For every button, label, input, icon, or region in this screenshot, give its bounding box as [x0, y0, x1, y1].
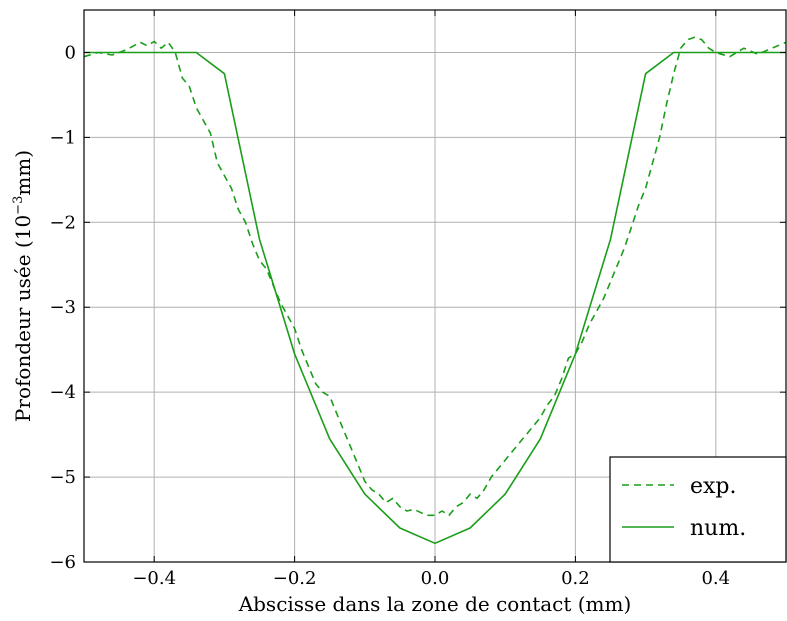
series-line-num — [84, 51, 786, 545]
legend-box — [609, 456, 787, 563]
y-tick-label: −2 — [49, 212, 76, 233]
y-tick-label: −1 — [49, 127, 76, 148]
legend-label-num: num. — [690, 516, 746, 541]
y-tick-label: 0 — [65, 42, 76, 63]
y-axis-label-exponent: −3 — [11, 196, 26, 215]
x-tick-label: 0.2 — [561, 568, 590, 589]
legend: exp. num. — [609, 456, 787, 563]
x-tick-label: −0.2 — [273, 568, 317, 589]
legend-label-exp: exp. — [690, 474, 737, 499]
x-axis-label: Abscisse dans la zone de contact (mm) — [238, 592, 632, 616]
x-tick-label: 0.4 — [701, 568, 730, 589]
series-layer — [83, 36, 787, 545]
y-tick-label: −6 — [49, 552, 76, 573]
y-tick-label: −3 — [49, 297, 76, 318]
y-axis-label-tail: mm) — [11, 150, 35, 196]
y-axis-label-main: Profondeur usée (10 — [11, 215, 35, 422]
y-tick-label: −4 — [49, 382, 76, 403]
y-tick-label: −5 — [49, 467, 76, 488]
series-line-exp — [83, 36, 787, 517]
tick-labels: −0.4 −0.2 0.0 0.2 0.4 0 −1 −2 −3 −4 −5 −6 — [49, 42, 730, 589]
x-tick-label: 0.0 — [421, 568, 450, 589]
x-tick-label: −0.4 — [132, 568, 176, 589]
y-axis-label: Profondeur usée (10−3mm) — [11, 150, 35, 422]
